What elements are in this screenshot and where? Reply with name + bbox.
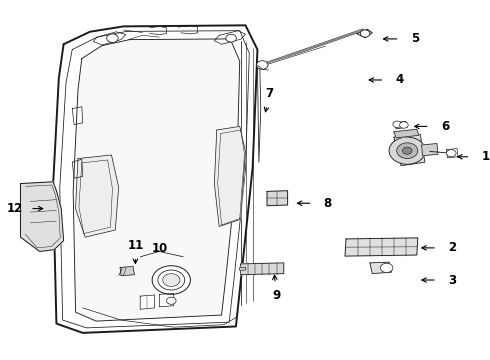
Circle shape [107, 34, 118, 42]
Text: 4: 4 [395, 73, 404, 86]
Circle shape [393, 121, 401, 127]
Polygon shape [21, 182, 64, 251]
Circle shape [158, 270, 185, 290]
Polygon shape [214, 126, 245, 226]
Polygon shape [73, 39, 240, 321]
Text: 12: 12 [7, 202, 23, 215]
Text: 3: 3 [448, 274, 456, 287]
Polygon shape [394, 129, 419, 138]
Circle shape [446, 150, 456, 157]
Text: 2: 2 [448, 241, 456, 255]
Circle shape [167, 297, 176, 304]
Polygon shape [370, 262, 392, 274]
Polygon shape [120, 266, 134, 276]
Text: 5: 5 [411, 32, 419, 45]
Circle shape [389, 137, 425, 164]
Text: 7: 7 [266, 87, 273, 100]
Polygon shape [394, 134, 425, 166]
Circle shape [397, 143, 418, 158]
Text: 10: 10 [151, 242, 168, 255]
Polygon shape [267, 191, 288, 206]
Text: 6: 6 [441, 120, 449, 133]
Polygon shape [421, 144, 438, 156]
Circle shape [380, 263, 393, 273]
Polygon shape [446, 149, 458, 158]
Polygon shape [54, 24, 255, 332]
Circle shape [360, 30, 370, 37]
Polygon shape [394, 121, 407, 129]
Polygon shape [357, 29, 372, 38]
Text: 9: 9 [272, 288, 280, 302]
Polygon shape [345, 238, 418, 256]
Text: 8: 8 [324, 197, 332, 210]
Polygon shape [159, 294, 173, 307]
Circle shape [256, 61, 268, 69]
Polygon shape [241, 263, 284, 275]
Polygon shape [240, 267, 245, 270]
Circle shape [402, 147, 412, 154]
Circle shape [152, 266, 191, 294]
Circle shape [163, 274, 180, 287]
Circle shape [226, 34, 236, 42]
Circle shape [399, 122, 408, 128]
Text: 1: 1 [482, 150, 490, 163]
Polygon shape [140, 295, 154, 309]
Text: 11: 11 [127, 239, 144, 252]
Polygon shape [75, 155, 119, 237]
